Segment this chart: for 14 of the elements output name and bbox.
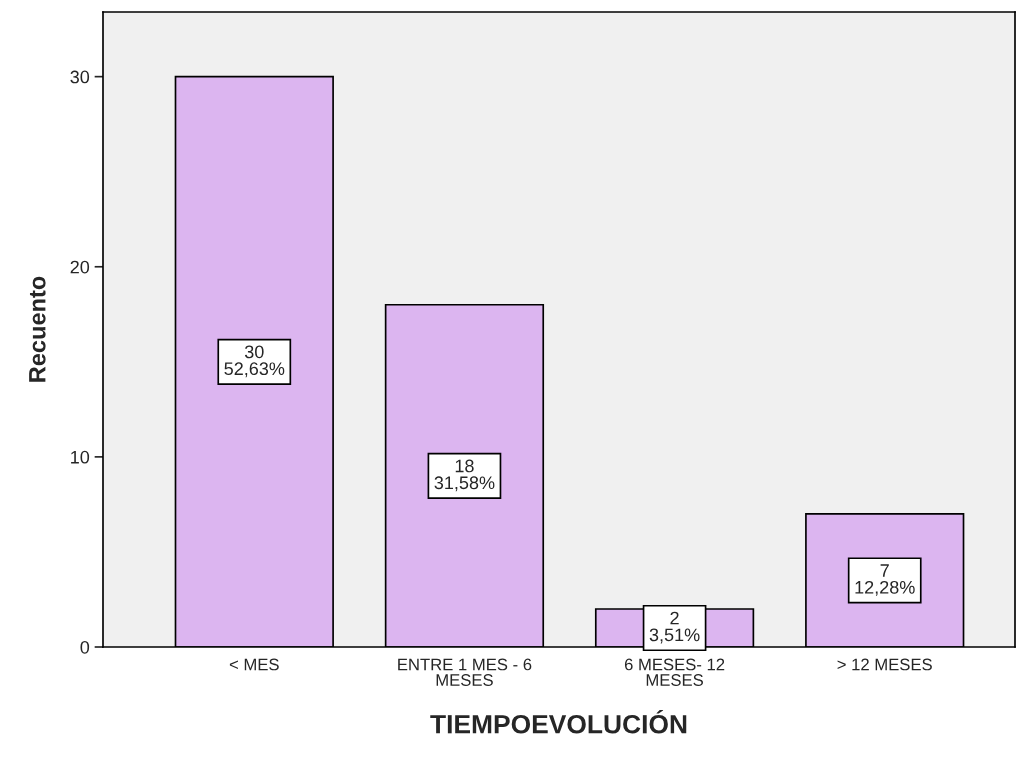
x-axis-title: TIEMPOEVOLUCIÓN: [430, 709, 687, 734]
y-axis-title: Recuento: [29, 276, 46, 382]
data-label: 18 31,58%: [434, 459, 495, 492]
y-tick-label: 0: [80, 640, 90, 654]
x-tick-label: ENTRE 1 MES - 6 MESES: [398, 658, 532, 686]
data-label: 7 12,28%: [855, 564, 915, 596]
data-label: 30 52,63%: [224, 345, 285, 378]
y-tick-label: 10: [71, 450, 90, 464]
x-tick-label: < MES: [229, 658, 279, 671]
x-tick-label: > 12 MESES: [837, 658, 932, 671]
y-tick-label: 20: [70, 260, 90, 274]
data-label: 2 3,51%: [649, 611, 700, 644]
y-tick-label: 30: [70, 70, 90, 84]
x-tick-label: 6 MESES- 12 MESES: [624, 658, 725, 686]
